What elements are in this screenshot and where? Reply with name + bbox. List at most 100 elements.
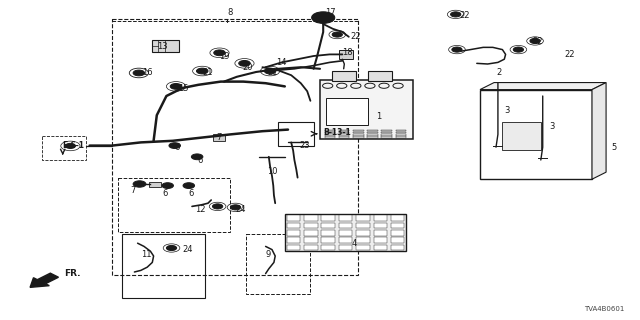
Bar bbox=[325, 136, 335, 138]
Bar bbox=[339, 136, 349, 138]
Bar bbox=[356, 215, 370, 221]
Bar bbox=[339, 50, 353, 59]
Text: 23: 23 bbox=[300, 141, 310, 150]
Bar bbox=[304, 223, 317, 228]
Text: B-13-1: B-13-1 bbox=[323, 128, 351, 137]
Text: 6: 6 bbox=[175, 143, 180, 152]
Bar bbox=[396, 132, 406, 133]
Bar bbox=[213, 134, 225, 141]
Text: FR.: FR. bbox=[64, 269, 81, 278]
Circle shape bbox=[452, 47, 462, 52]
Circle shape bbox=[65, 143, 76, 148]
Bar bbox=[381, 130, 392, 131]
Polygon shape bbox=[592, 83, 606, 179]
Bar bbox=[339, 130, 349, 131]
Text: 21: 21 bbox=[268, 68, 278, 76]
Bar bbox=[321, 230, 335, 236]
Bar bbox=[381, 134, 392, 136]
Bar bbox=[246, 234, 310, 294]
Text: TVA4B0601: TVA4B0601 bbox=[584, 306, 624, 312]
Text: 6: 6 bbox=[197, 156, 202, 164]
Bar bbox=[353, 136, 364, 138]
Circle shape bbox=[264, 68, 276, 74]
Bar bbox=[42, 136, 86, 160]
Bar bbox=[391, 245, 404, 250]
Bar bbox=[285, 214, 406, 251]
Text: 14: 14 bbox=[276, 58, 287, 67]
Bar bbox=[339, 223, 353, 228]
Text: 7: 7 bbox=[130, 186, 135, 195]
Text: 5: 5 bbox=[611, 143, 616, 152]
Text: 22: 22 bbox=[460, 11, 470, 20]
Bar bbox=[381, 136, 392, 138]
Bar bbox=[391, 223, 404, 228]
Bar bbox=[325, 134, 335, 136]
Text: 10: 10 bbox=[268, 167, 278, 176]
Bar bbox=[480, 90, 592, 179]
Text: 24: 24 bbox=[236, 205, 246, 214]
Bar bbox=[304, 237, 317, 243]
Text: 18: 18 bbox=[342, 48, 353, 57]
Text: 11: 11 bbox=[141, 250, 151, 259]
Text: 3: 3 bbox=[504, 106, 509, 115]
Bar bbox=[367, 132, 378, 133]
Circle shape bbox=[451, 12, 461, 17]
Bar bbox=[321, 215, 335, 221]
Bar bbox=[339, 237, 353, 243]
Text: 22: 22 bbox=[532, 37, 543, 46]
FancyArrow shape bbox=[30, 273, 58, 287]
Text: 20: 20 bbox=[242, 63, 252, 72]
Bar bbox=[339, 245, 353, 250]
Bar bbox=[304, 230, 317, 236]
Text: 8: 8 bbox=[227, 8, 232, 17]
Bar bbox=[339, 134, 349, 136]
Bar bbox=[326, 98, 368, 125]
Bar bbox=[391, 230, 404, 236]
Bar bbox=[122, 234, 205, 298]
Circle shape bbox=[214, 50, 225, 56]
Bar bbox=[325, 130, 335, 131]
Circle shape bbox=[530, 38, 540, 44]
Bar bbox=[356, 245, 370, 250]
Text: 9: 9 bbox=[266, 250, 271, 259]
Text: E-6-1: E-6-1 bbox=[63, 141, 84, 150]
Circle shape bbox=[169, 143, 180, 148]
Bar bbox=[502, 122, 541, 150]
Bar bbox=[287, 230, 300, 236]
Bar bbox=[356, 223, 370, 228]
Bar bbox=[381, 132, 392, 133]
Circle shape bbox=[170, 84, 182, 89]
Text: 17: 17 bbox=[325, 8, 336, 17]
Polygon shape bbox=[480, 83, 606, 90]
Bar bbox=[339, 215, 353, 221]
Circle shape bbox=[183, 183, 195, 188]
Bar bbox=[374, 223, 387, 228]
Text: 1: 1 bbox=[376, 112, 381, 121]
Circle shape bbox=[133, 70, 145, 76]
Text: 6: 6 bbox=[189, 189, 194, 198]
Bar bbox=[320, 80, 413, 139]
Text: 2: 2 bbox=[496, 68, 501, 76]
Circle shape bbox=[239, 60, 250, 66]
Bar bbox=[367, 130, 378, 131]
Circle shape bbox=[312, 12, 335, 23]
Bar bbox=[321, 237, 335, 243]
Bar bbox=[356, 230, 370, 236]
Bar bbox=[368, 71, 392, 81]
Text: 16: 16 bbox=[142, 68, 153, 76]
Text: 12: 12 bbox=[195, 205, 205, 214]
Bar bbox=[353, 132, 364, 133]
Bar bbox=[396, 136, 406, 138]
Bar bbox=[374, 215, 387, 221]
Bar bbox=[287, 237, 300, 243]
Bar bbox=[304, 245, 317, 250]
Circle shape bbox=[162, 183, 173, 188]
Bar bbox=[356, 237, 370, 243]
Circle shape bbox=[212, 204, 223, 209]
Text: 19: 19 bbox=[219, 52, 229, 60]
Bar bbox=[321, 245, 335, 250]
Text: 13: 13 bbox=[157, 42, 168, 51]
Bar bbox=[325, 132, 335, 133]
Bar bbox=[112, 19, 358, 275]
Bar bbox=[353, 130, 364, 131]
